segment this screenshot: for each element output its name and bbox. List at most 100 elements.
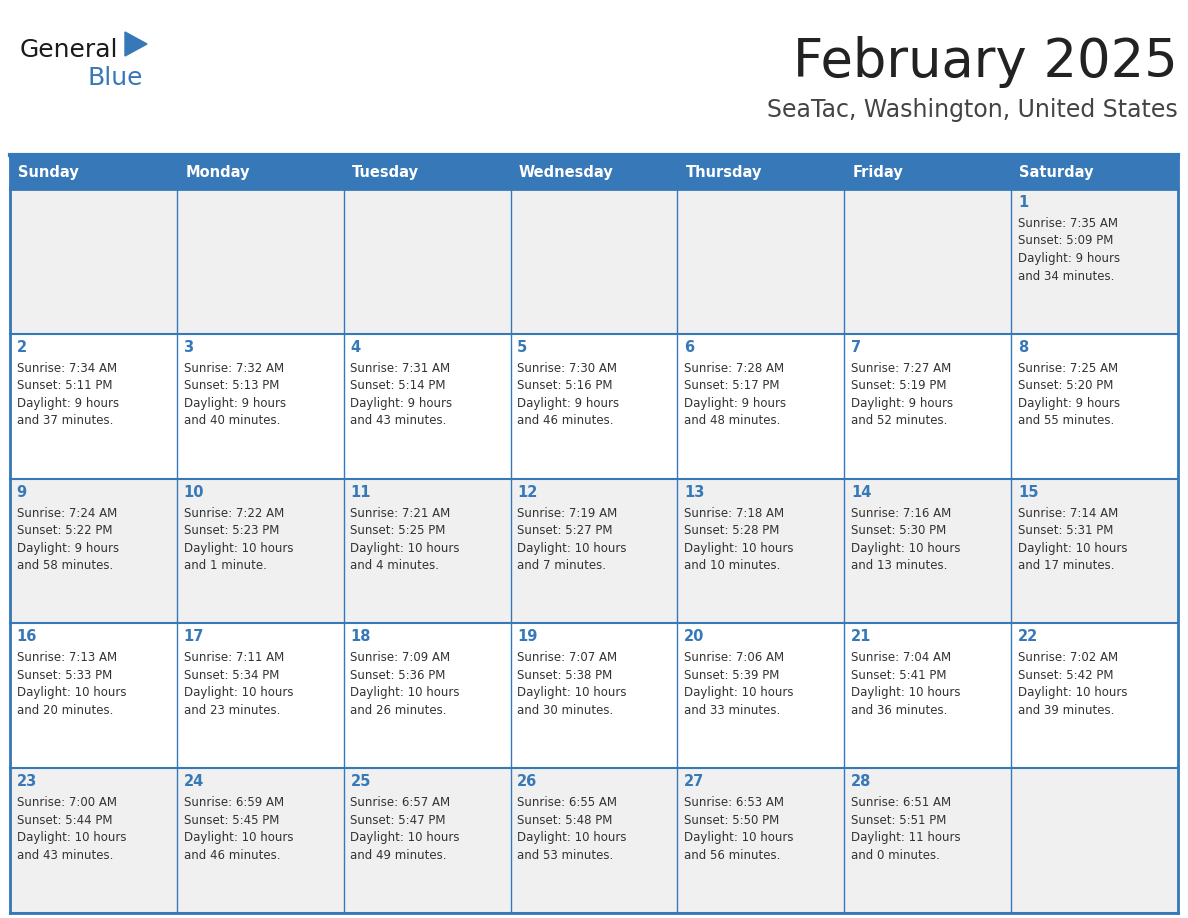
- Text: Daylight: 10 hours: Daylight: 10 hours: [684, 542, 794, 554]
- Bar: [677, 157, 845, 189]
- Text: 21: 21: [851, 630, 871, 644]
- Text: Daylight: 10 hours: Daylight: 10 hours: [517, 687, 627, 700]
- Text: Sunrise: 6:55 AM: Sunrise: 6:55 AM: [517, 796, 618, 809]
- Text: 1: 1: [1018, 195, 1028, 210]
- Text: Sunrise: 7:13 AM: Sunrise: 7:13 AM: [17, 652, 116, 665]
- Text: Sunrise: 6:57 AM: Sunrise: 6:57 AM: [350, 796, 450, 809]
- Bar: [511, 478, 677, 623]
- Text: 5: 5: [517, 340, 527, 354]
- Text: Sunset: 5:45 PM: Sunset: 5:45 PM: [183, 813, 279, 827]
- Text: Daylight: 10 hours: Daylight: 10 hours: [1018, 542, 1127, 554]
- Text: 17: 17: [183, 630, 204, 644]
- Text: Sunset: 5:16 PM: Sunset: 5:16 PM: [517, 379, 613, 392]
- Bar: [511, 334, 677, 478]
- Text: Daylight: 9 hours: Daylight: 9 hours: [17, 397, 119, 409]
- Text: and 58 minutes.: and 58 minutes.: [17, 559, 113, 572]
- Text: and 7 minutes.: and 7 minutes.: [517, 559, 606, 572]
- Text: Sunrise: 7:28 AM: Sunrise: 7:28 AM: [684, 362, 784, 375]
- Text: Sunrise: 7:04 AM: Sunrise: 7:04 AM: [851, 652, 952, 665]
- Text: and 33 minutes.: and 33 minutes.: [684, 704, 781, 717]
- Bar: [511, 768, 677, 913]
- Text: Monday: Monday: [185, 165, 249, 181]
- Text: and 40 minutes.: and 40 minutes.: [183, 414, 280, 427]
- Text: and 53 minutes.: and 53 minutes.: [517, 849, 613, 862]
- Text: 11: 11: [350, 485, 371, 499]
- Text: 20: 20: [684, 630, 704, 644]
- Text: 7: 7: [851, 340, 861, 354]
- Text: Sunset: 5:36 PM: Sunset: 5:36 PM: [350, 669, 446, 682]
- Text: 6: 6: [684, 340, 694, 354]
- Bar: [343, 623, 511, 768]
- Text: Sunset: 5:44 PM: Sunset: 5:44 PM: [17, 813, 112, 827]
- Text: Sunrise: 7:07 AM: Sunrise: 7:07 AM: [517, 652, 618, 665]
- Text: Saturday: Saturday: [1019, 165, 1094, 181]
- Text: Thursday: Thursday: [685, 165, 763, 181]
- Text: Sunset: 5:20 PM: Sunset: 5:20 PM: [1018, 379, 1113, 392]
- Text: 25: 25: [350, 774, 371, 789]
- Text: 15: 15: [1018, 485, 1038, 499]
- Text: Daylight: 10 hours: Daylight: 10 hours: [851, 542, 960, 554]
- Text: and 23 minutes.: and 23 minutes.: [183, 704, 280, 717]
- Bar: [10, 334, 177, 478]
- Text: General: General: [20, 38, 119, 62]
- Text: Sunset: 5:25 PM: Sunset: 5:25 PM: [350, 524, 446, 537]
- Bar: [177, 478, 343, 623]
- Bar: [1011, 768, 1178, 913]
- Text: Daylight: 11 hours: Daylight: 11 hours: [851, 831, 961, 845]
- Text: Sunrise: 7:27 AM: Sunrise: 7:27 AM: [851, 362, 952, 375]
- Text: 18: 18: [350, 630, 371, 644]
- Text: Daylight: 10 hours: Daylight: 10 hours: [183, 542, 293, 554]
- Text: Sunrise: 7:09 AM: Sunrise: 7:09 AM: [350, 652, 450, 665]
- Text: SeaTac, Washington, United States: SeaTac, Washington, United States: [767, 98, 1178, 122]
- Text: Sunset: 5:22 PM: Sunset: 5:22 PM: [17, 524, 112, 537]
- Text: Daylight: 10 hours: Daylight: 10 hours: [350, 542, 460, 554]
- Text: Daylight: 10 hours: Daylight: 10 hours: [350, 687, 460, 700]
- Text: Daylight: 10 hours: Daylight: 10 hours: [851, 687, 960, 700]
- Text: Wednesday: Wednesday: [519, 165, 614, 181]
- Text: Sunrise: 7:02 AM: Sunrise: 7:02 AM: [1018, 652, 1118, 665]
- Text: 13: 13: [684, 485, 704, 499]
- Text: Sunset: 5:31 PM: Sunset: 5:31 PM: [1018, 524, 1113, 537]
- Text: and 34 minutes.: and 34 minutes.: [1018, 270, 1114, 283]
- Text: 12: 12: [517, 485, 538, 499]
- Text: Daylight: 10 hours: Daylight: 10 hours: [684, 831, 794, 845]
- Bar: [677, 189, 845, 334]
- Text: Sunset: 5:39 PM: Sunset: 5:39 PM: [684, 669, 779, 682]
- Text: and 4 minutes.: and 4 minutes.: [350, 559, 440, 572]
- Text: Sunset: 5:42 PM: Sunset: 5:42 PM: [1018, 669, 1113, 682]
- Text: and 1 minute.: and 1 minute.: [183, 559, 266, 572]
- Polygon shape: [125, 32, 147, 56]
- Bar: [343, 189, 511, 334]
- Text: and 37 minutes.: and 37 minutes.: [17, 414, 113, 427]
- Text: Sunset: 5:41 PM: Sunset: 5:41 PM: [851, 669, 947, 682]
- Text: 26: 26: [517, 774, 537, 789]
- Bar: [677, 334, 845, 478]
- Bar: [343, 768, 511, 913]
- Text: Sunset: 5:13 PM: Sunset: 5:13 PM: [183, 379, 279, 392]
- Text: Sunrise: 7:06 AM: Sunrise: 7:06 AM: [684, 652, 784, 665]
- Text: February 2025: February 2025: [794, 36, 1178, 88]
- Bar: [845, 768, 1011, 913]
- Bar: [511, 157, 677, 189]
- Text: and 20 minutes.: and 20 minutes.: [17, 704, 113, 717]
- Text: 19: 19: [517, 630, 538, 644]
- Text: and 46 minutes.: and 46 minutes.: [183, 849, 280, 862]
- Text: Daylight: 10 hours: Daylight: 10 hours: [684, 687, 794, 700]
- Bar: [10, 189, 177, 334]
- Bar: [677, 768, 845, 913]
- Text: and 43 minutes.: and 43 minutes.: [17, 849, 113, 862]
- Bar: [343, 157, 511, 189]
- Bar: [845, 478, 1011, 623]
- Text: Sunset: 5:30 PM: Sunset: 5:30 PM: [851, 524, 946, 537]
- Text: Sunrise: 6:51 AM: Sunrise: 6:51 AM: [851, 796, 952, 809]
- Text: Sunday: Sunday: [18, 165, 80, 181]
- Text: Sunset: 5:48 PM: Sunset: 5:48 PM: [517, 813, 613, 827]
- Text: and 17 minutes.: and 17 minutes.: [1018, 559, 1114, 572]
- Text: and 39 minutes.: and 39 minutes.: [1018, 704, 1114, 717]
- Text: Sunset: 5:17 PM: Sunset: 5:17 PM: [684, 379, 779, 392]
- Bar: [10, 623, 177, 768]
- Text: 9: 9: [17, 485, 27, 499]
- Text: and 48 minutes.: and 48 minutes.: [684, 414, 781, 427]
- Bar: [677, 478, 845, 623]
- Text: Daylight: 9 hours: Daylight: 9 hours: [1018, 397, 1120, 409]
